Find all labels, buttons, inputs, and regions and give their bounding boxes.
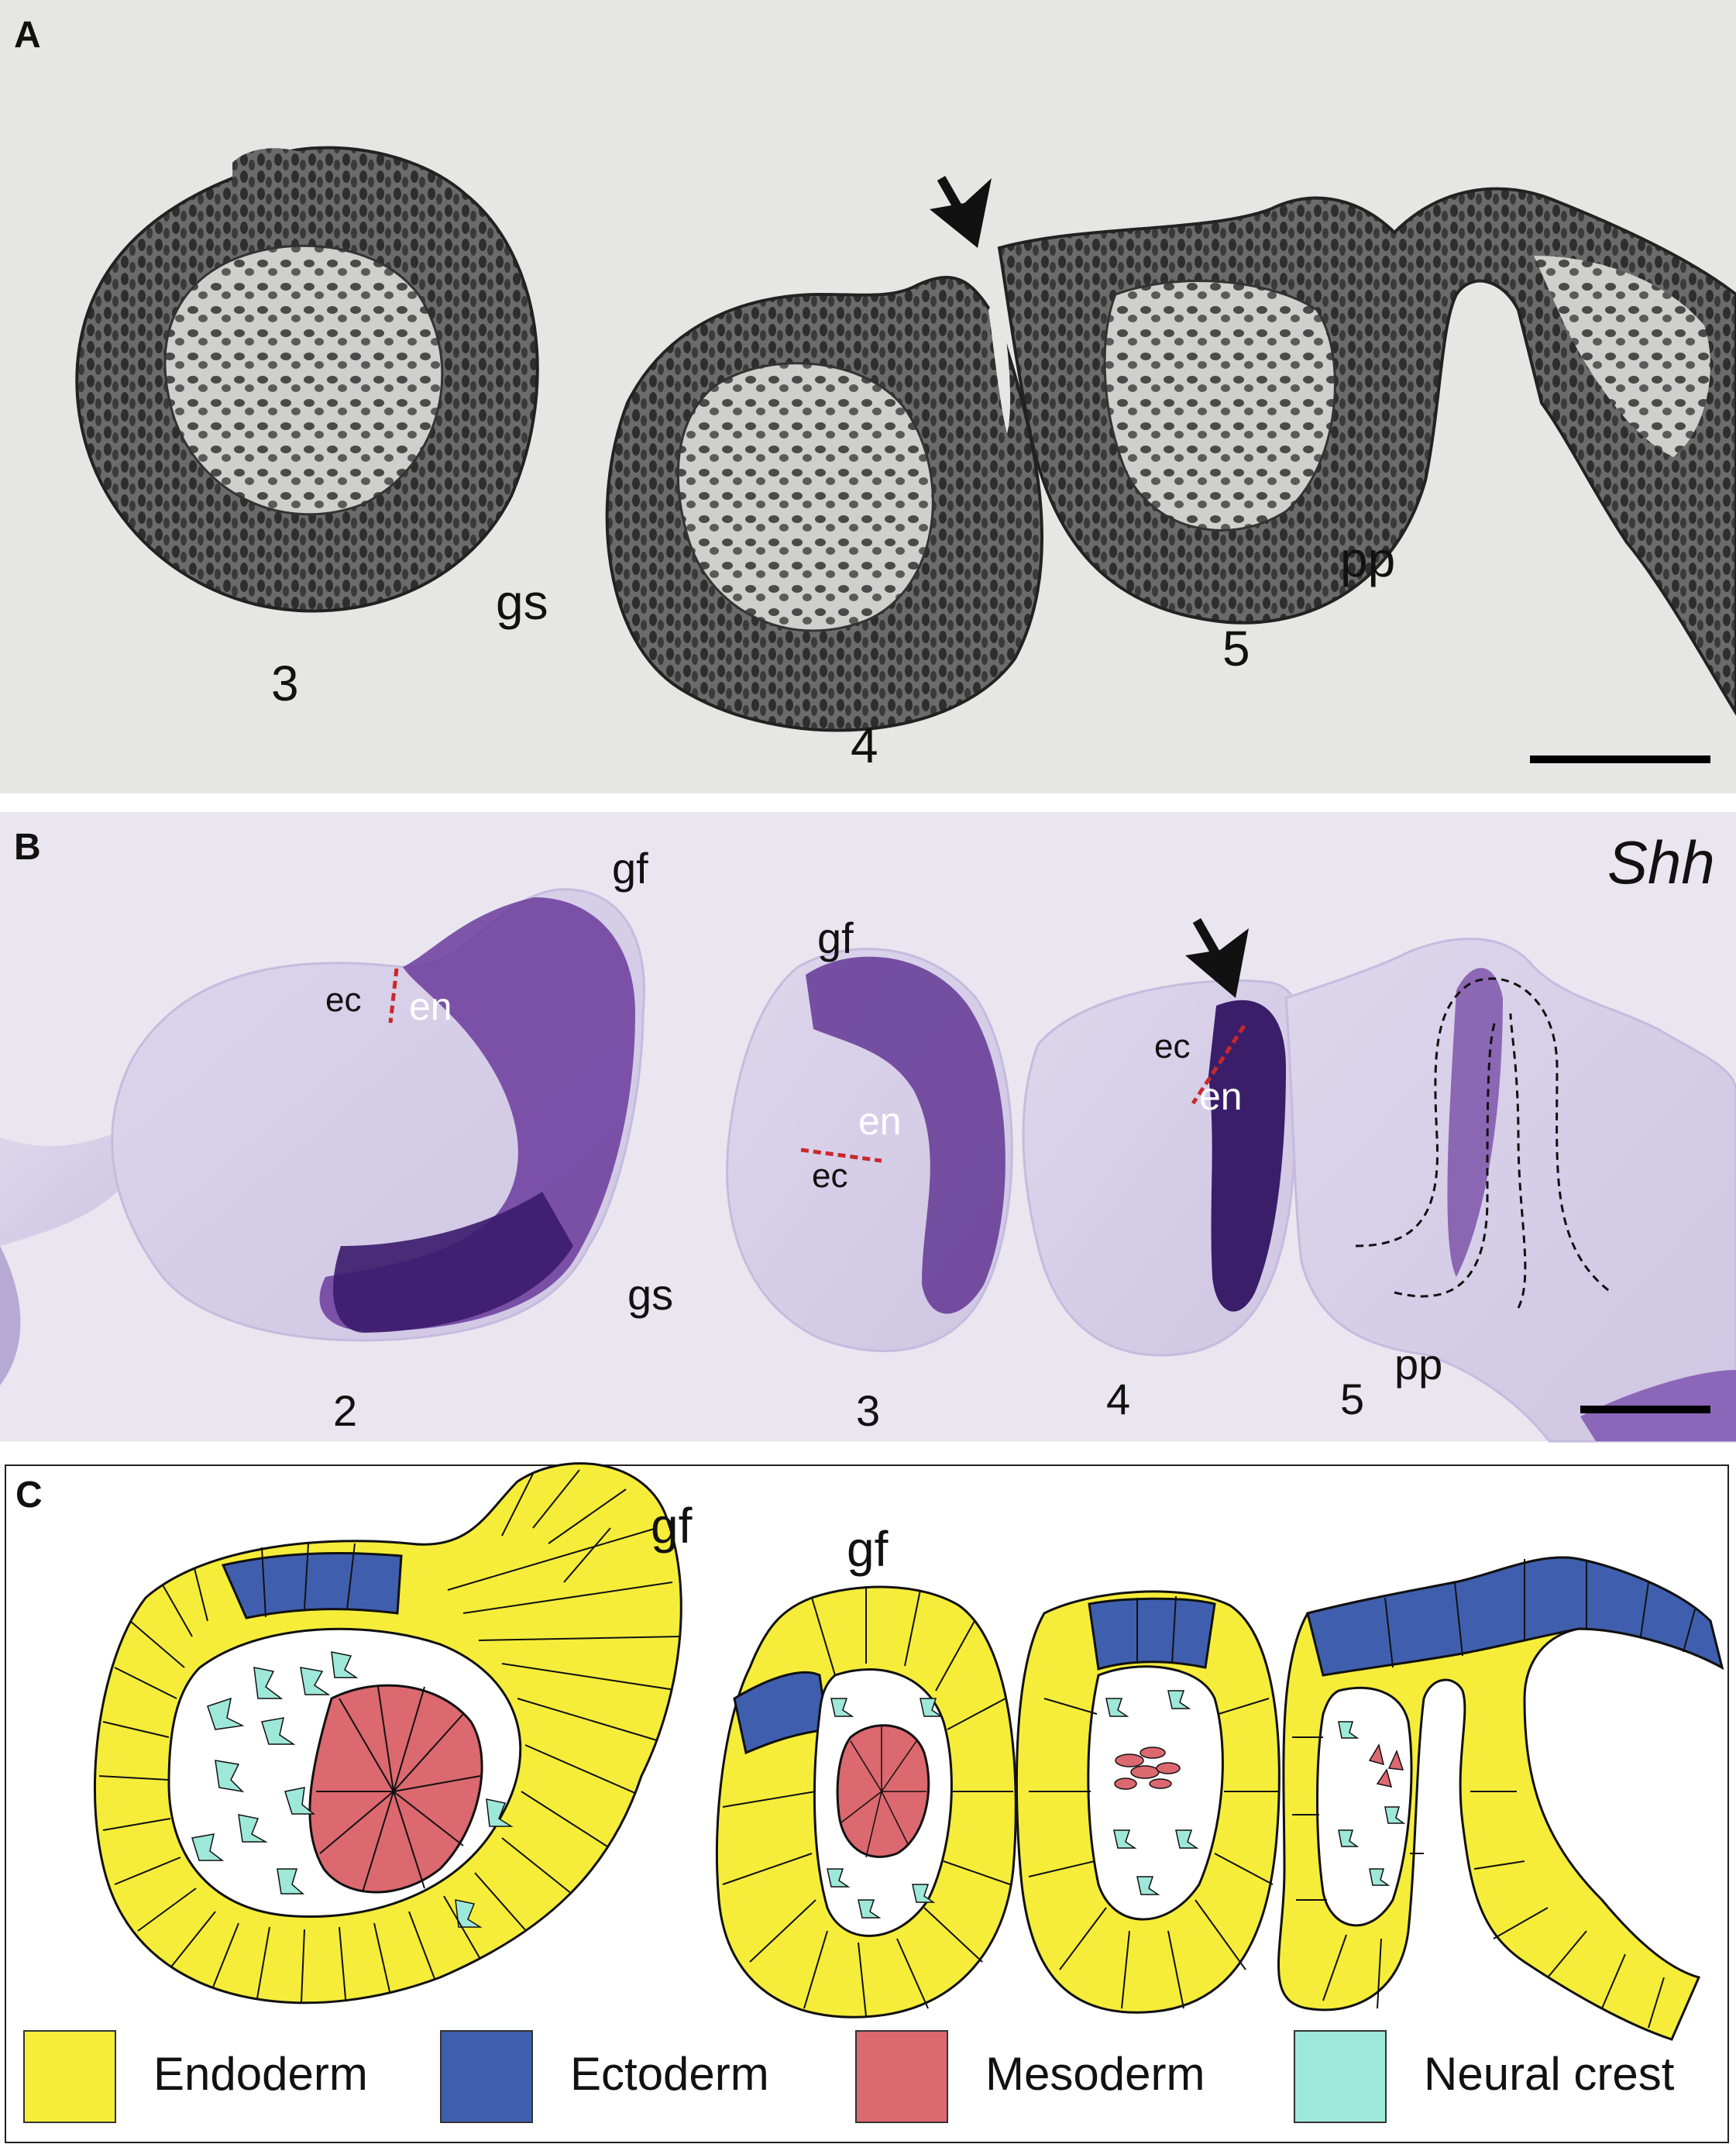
- label-ec-1: ec: [325, 981, 362, 1019]
- arch-5-mesoderm: [1368, 1743, 1404, 1788]
- arch-4-mesoderm: [1114, 1747, 1181, 1790]
- panel-c: C gf gf Endoderm Ectoderm Mesoderm Neura…: [5, 1462, 1729, 2143]
- legend-swatch-endoderm: [23, 2030, 116, 2123]
- panel-c-label: C: [15, 1475, 43, 1516]
- panel-b-micrograph: [0, 888, 1736, 1443]
- arch-3-endoderm-stain: [806, 956, 1006, 1314]
- arrow-icon: [1185, 918, 1249, 998]
- legend-label-mesoderm: Mesoderm: [985, 2048, 1205, 2100]
- gene-label: Shh: [1607, 828, 1715, 897]
- panel-b: B Shh gf gf ec en en ec ec en gs pp 2 3 …: [0, 812, 1736, 1443]
- legend-swatch-neural-crest: [1294, 2030, 1387, 2123]
- posterior-arch-core: [1534, 256, 1710, 457]
- cleft: [988, 294, 1011, 434]
- panel-c-schematic: [93, 1462, 1724, 2041]
- label-gf-mid: gf: [847, 1521, 889, 1577]
- ec-en-boundary-3: [1191, 1024, 1246, 1105]
- label-arch-5: 5: [1222, 621, 1250, 676]
- label-arch-5: 5: [1340, 1375, 1365, 1423]
- label-arch-3: 3: [856, 1386, 881, 1435]
- arches-3-5-diagram: [715, 1556, 1724, 2041]
- label-gs: gs: [496, 574, 548, 630]
- legend-swatch-mesoderm: [855, 2030, 948, 2123]
- legend-label-ectoderm: Ectoderm: [570, 2048, 769, 2100]
- panel-a: A gs pp 3 4 5: [0, 0, 1736, 793]
- arch-4-endoderm-stain: [1208, 1000, 1286, 1312]
- label-en-3: en: [1199, 1075, 1243, 1118]
- arch-5-core: [1103, 280, 1336, 532]
- label-arch-4: 4: [1106, 1375, 1131, 1423]
- label-gf-mid: gf: [817, 914, 854, 962]
- label-arch-3: 3: [271, 656, 299, 711]
- label-ec-2: ec: [812, 1157, 848, 1195]
- ec-en-boundary-2: [800, 1148, 882, 1163]
- panel-b-label: B: [14, 827, 41, 868]
- panel-a-micrograph: [75, 146, 1736, 732]
- arch-5-and-pharyngeal-pouch: [997, 187, 1736, 716]
- label-pp: pp: [1340, 532, 1396, 587]
- arch-3-core: [163, 244, 444, 516]
- label-arch-2: 2: [333, 1386, 358, 1435]
- arch-2-diagram: [93, 1462, 682, 2005]
- legend-label-neural-crest: Neural crest: [1424, 2048, 1675, 2100]
- label-pp: pp: [1394, 1340, 1443, 1389]
- label-en-1: en: [409, 985, 452, 1028]
- label-en-2: en: [858, 1100, 902, 1143]
- arch-4-mesenchyme: [1087, 1665, 1224, 1921]
- label-arch-4: 4: [851, 718, 878, 773]
- scale-bar: [1580, 1406, 1710, 1413]
- scale-bar: [1530, 755, 1710, 763]
- arch-2-ectoderm: [221, 1551, 403, 1619]
- legend-label-endoderm: Endoderm: [153, 2048, 368, 2100]
- arch-4-ectoderm: [1088, 1597, 1216, 1671]
- legend-swatch-ectoderm: [440, 2030, 533, 2123]
- arch-5-mesenchyme: [1316, 1686, 1413, 1927]
- ec-en-boundary-1: [388, 968, 399, 1024]
- label-ec-3: ec: [1154, 1027, 1191, 1065]
- label-gs: gs: [627, 1270, 674, 1319]
- label-gf-left: gf: [612, 844, 648, 893]
- arch-5-and-pharyngeal-pouch: [1284, 938, 1736, 1443]
- arrow-icon: [930, 176, 992, 248]
- pharyngeal-crest-cells: [827, 1690, 1406, 1919]
- arch-4-core: [676, 362, 934, 632]
- label-gf-left: gf: [651, 1498, 693, 1554]
- panel-a-label: A: [14, 15, 41, 56]
